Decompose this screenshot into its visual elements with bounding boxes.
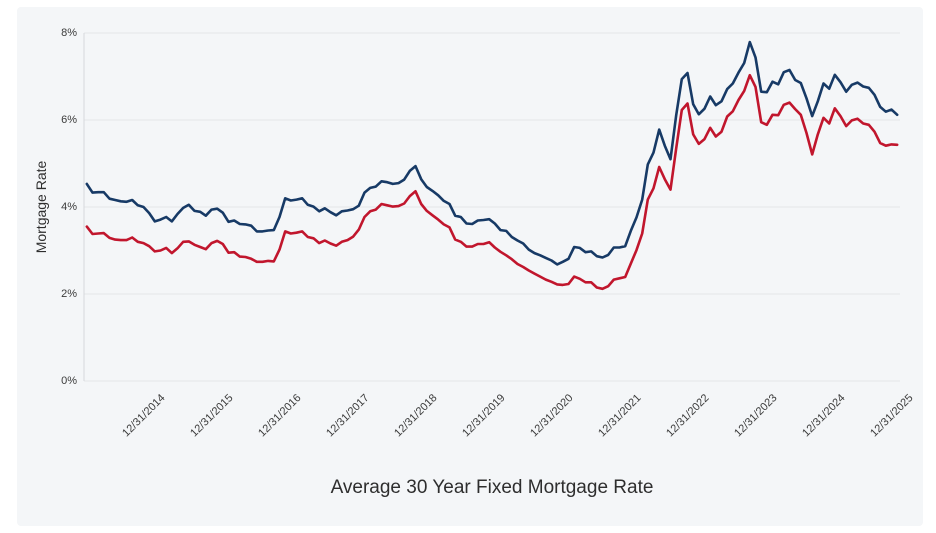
y-axis-title: Mortgage Rate <box>33 160 49 254</box>
y-tick-label-6pct: 6% <box>61 114 77 126</box>
y-tick-label-8pct: 8% <box>61 27 77 39</box>
y-tick-label-4pct: 4% <box>61 201 77 213</box>
chart-card <box>17 7 923 526</box>
chart-title: Average 30 Year Fixed Mortgage Rate <box>330 477 654 498</box>
y-tick-label-2pct: 2% <box>61 288 77 300</box>
y-tick-label-0pct: 0% <box>61 375 77 387</box>
